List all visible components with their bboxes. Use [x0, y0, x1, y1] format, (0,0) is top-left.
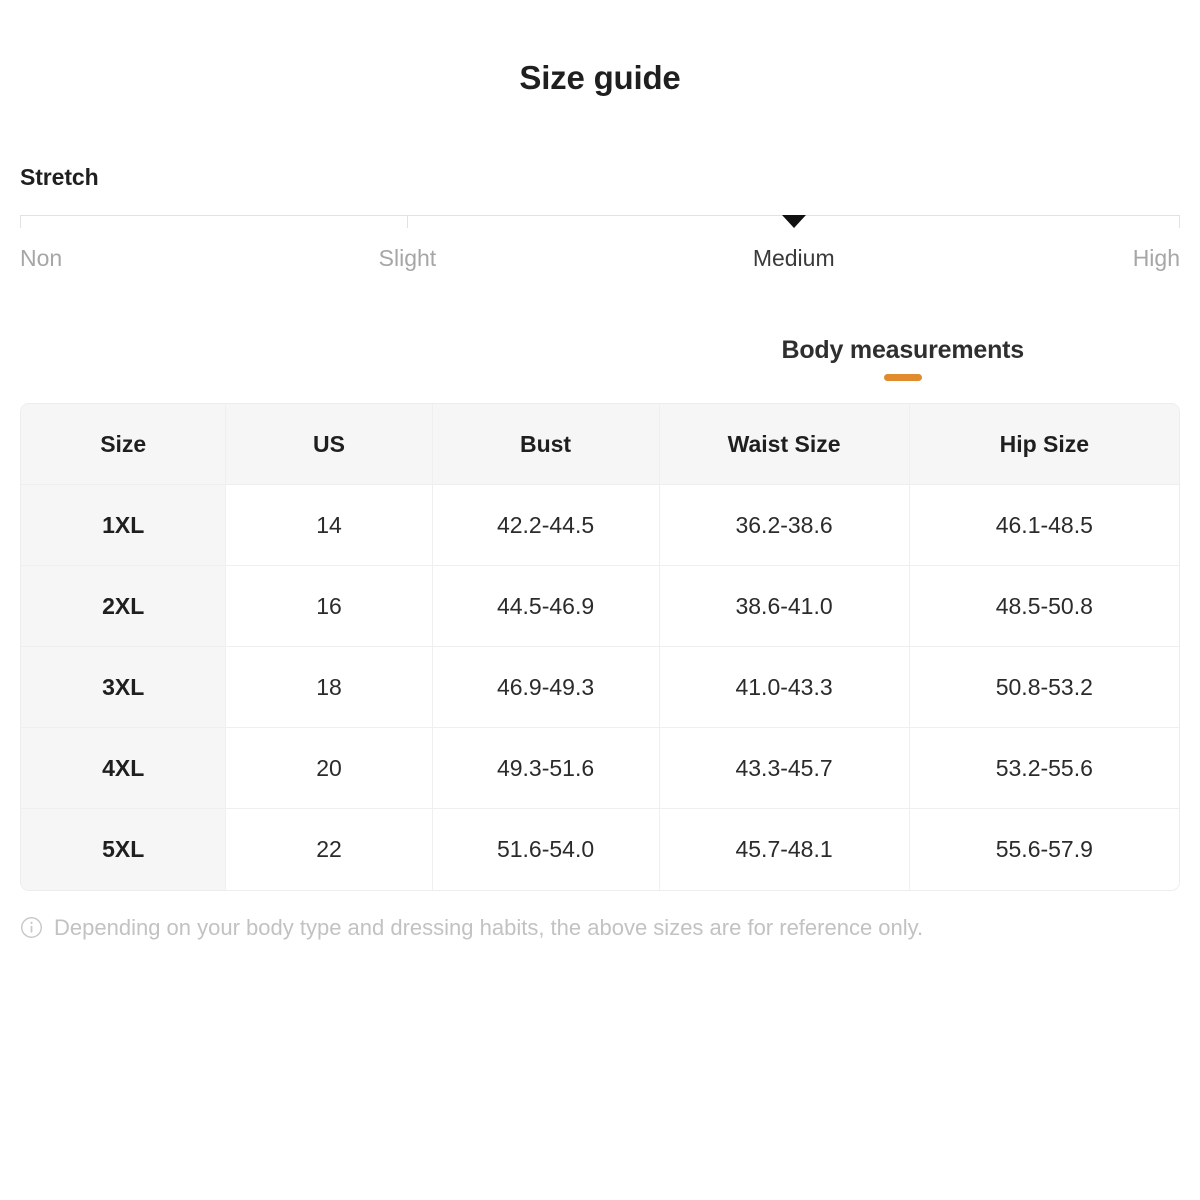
column-header-bust: Bust	[432, 403, 660, 486]
column-header-us: US	[225, 403, 433, 486]
stretch-heading: Stretch	[20, 163, 99, 190]
cell-hip: 53.2-55.6	[909, 727, 1179, 810]
column-header-hip: Hip Size	[909, 403, 1179, 486]
info-circle-icon	[20, 916, 43, 939]
stretch-scale[interactable]: Non Slight Medium High	[20, 214, 1180, 287]
scale-label-non[interactable]: Non	[20, 244, 63, 271]
cell-us: 18	[225, 646, 433, 729]
cell-hip: 50.8-53.2	[909, 646, 1179, 729]
scale-label-slight[interactable]: Slight	[378, 244, 437, 271]
cell-hip: 48.5-50.8	[909, 565, 1179, 648]
table-row: 5XL 22 51.6-54.0 45.7-48.1 55.6-57.9	[21, 808, 1179, 890]
table-header-row: Size US Bust Waist Size Hip Size	[21, 403, 1179, 486]
tab-bar: Body measurements	[20, 287, 1180, 381]
cell-us: 14	[225, 484, 433, 567]
table-row: 1XL 14 42.2-44.5 36.2-38.6 46.1-48.5	[21, 484, 1179, 567]
stretch-section: Stretch Non Slight Medium High	[20, 98, 1180, 287]
cell-size: 1XL	[21, 484, 227, 567]
table-row: 2XL 16 44.5-46.9 38.6-41.0 48.5-50.8	[21, 565, 1179, 648]
disclaimer-text: Depending on your body type and dressing…	[54, 914, 924, 940]
cell-hip: 46.1-48.5	[909, 484, 1179, 567]
cell-waist: 41.0-43.3	[659, 646, 910, 729]
cell-bust: 51.6-54.0	[432, 808, 660, 890]
cell-us: 16	[225, 565, 433, 648]
table-row: 4XL 20 49.3-51.6 43.3-45.7 53.2-55.6	[21, 727, 1179, 810]
scale-labels: Non Slight Medium High	[20, 245, 1180, 279]
cell-waist: 38.6-41.0	[659, 565, 910, 648]
cell-bust: 46.9-49.3	[432, 646, 660, 729]
cell-waist: 45.7-48.1	[659, 808, 910, 890]
table-row: 3XL 18 46.9-49.3 41.0-43.3 50.8-53.2	[21, 646, 1179, 729]
page-title: Size guide	[519, 59, 681, 96]
scale-label-medium[interactable]: Medium	[752, 244, 835, 271]
column-header-size: Size	[21, 403, 227, 486]
cell-size: 5XL	[21, 808, 227, 890]
tab-body-measurements-label: Body measurements	[781, 335, 1024, 364]
scale-tick-slight	[407, 214, 409, 228]
cell-hip: 55.6-57.9	[909, 808, 1179, 890]
cell-bust: 42.2-44.5	[432, 484, 660, 567]
cell-size: 4XL	[21, 727, 227, 810]
scale-tick-high	[1179, 214, 1180, 228]
cell-size: 3XL	[21, 646, 227, 729]
cell-us: 20	[225, 727, 433, 810]
size-table-container: Size US Bust Waist Size Hip Size 1XL 14 …	[20, 402, 1180, 891]
tab-body-measurements[interactable]: Body measurements	[781, 335, 1024, 381]
column-header-waist: Waist Size	[659, 403, 910, 486]
disclaimer-note: Depending on your body type and dressing…	[20, 913, 1180, 943]
tab-active-indicator	[883, 373, 922, 381]
cell-bust: 49.3-51.6	[432, 727, 660, 810]
size-table: Size US Bust Waist Size Hip Size 1XL 14 …	[21, 403, 1179, 890]
cell-bust: 44.5-46.9	[432, 565, 660, 648]
cell-us: 22	[225, 808, 433, 890]
scale-line	[20, 214, 1180, 216]
triangle-down-icon	[781, 214, 806, 228]
scale-tick-non	[20, 214, 21, 228]
cell-size: 2XL	[21, 565, 227, 648]
scale-label-high[interactable]: High	[1132, 244, 1180, 271]
cell-waist: 36.2-38.6	[659, 484, 910, 567]
cell-waist: 43.3-45.7	[659, 727, 910, 810]
